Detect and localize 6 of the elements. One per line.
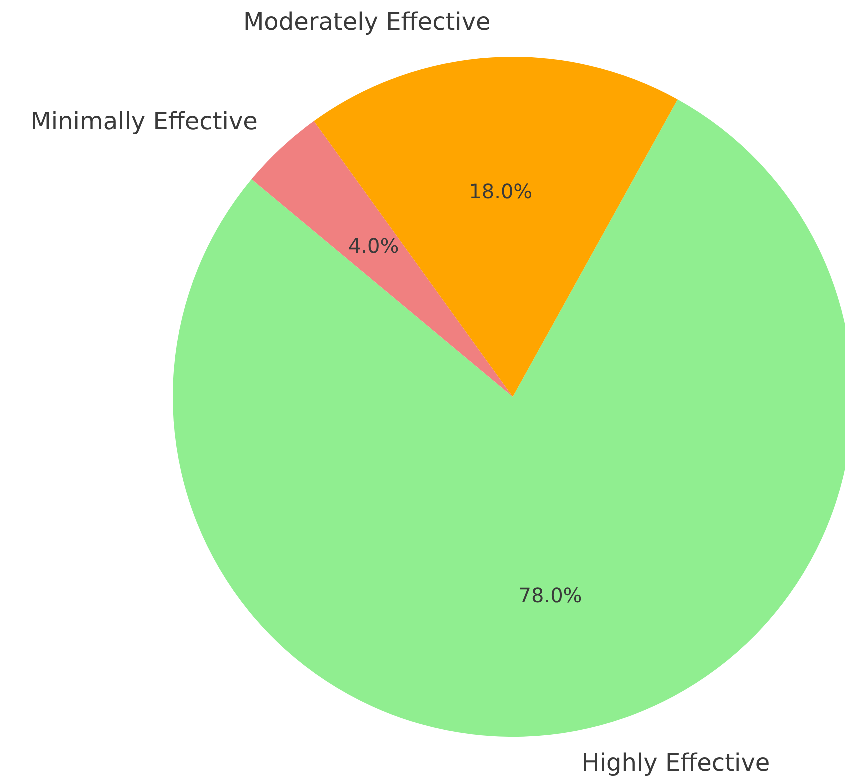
data-label: 18.0% (469, 180, 533, 204)
data-label: 78.0% (518, 584, 582, 608)
slice-label: Moderately Effective (243, 8, 491, 36)
data-label: 4.0% (348, 234, 400, 258)
slice-label: Minimally Effective (30, 108, 258, 136)
slice-label: Highly Effective (582, 748, 770, 777)
